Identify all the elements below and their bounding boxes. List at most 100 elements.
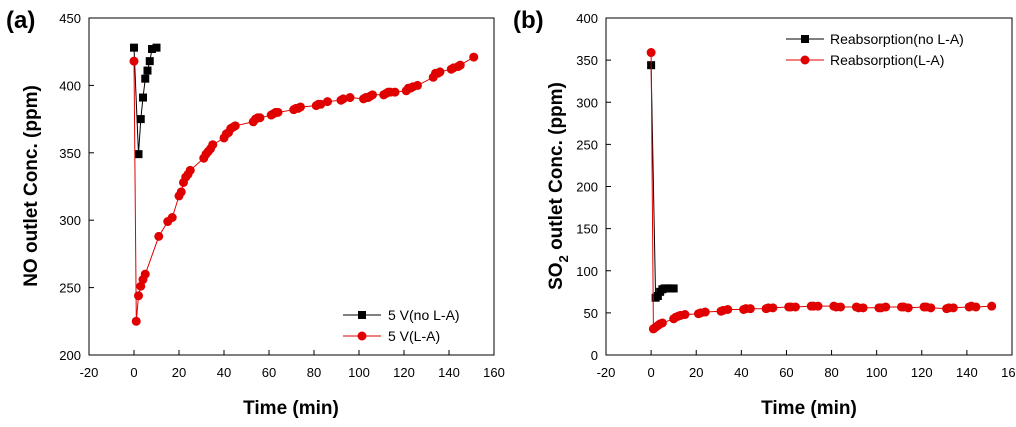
panel-a-series <box>129 43 479 326</box>
panel-a-frame <box>88 17 495 356</box>
legend-a-marker-no-la <box>358 311 366 319</box>
panel-a-x-ticks: -20 0 20 40 60 80 100 120 140 160 <box>80 350 505 380</box>
panel-b-point-la <box>680 310 690 320</box>
panel-a-point-la <box>129 56 139 66</box>
panel-a-legend: 5 V(no L-A) 5 V(L-A) <box>343 307 460 344</box>
legend-b-label-la: Reabsorption(L-A) <box>830 52 944 68</box>
legend-a-marker-la <box>357 331 367 341</box>
panel-b-point-la <box>971 302 981 312</box>
panel-b-y-axis-title-rest: outlet Conc. (ppm) <box>546 82 567 255</box>
panel-a-point-la <box>455 60 465 70</box>
panel-a-point-no-la <box>141 74 150 83</box>
panel-b-y-axis-title: SO2 outlet Conc. (ppm) <box>546 82 571 290</box>
panel-b-y-tick-label: 200 <box>576 180 598 195</box>
panel-a-x-tick-label: 160 <box>483 365 505 380</box>
panel-b-y-tick-label: 50 <box>584 306 598 321</box>
panel-a-point-no-la <box>130 43 138 52</box>
panel-b-point-la <box>646 48 656 58</box>
panel-a-y-ticks: 200 250 300 350 400 450 <box>59 11 94 363</box>
panel-b-x-tick-label: 60 <box>779 365 793 380</box>
panel-a-point-no-la <box>145 57 154 66</box>
panel-b-point-la <box>657 318 667 328</box>
panel-b-y-tick-label: 300 <box>576 95 598 110</box>
panel-a-y-tick-label: 350 <box>59 146 81 161</box>
panel-a: (a) -20 0 20 40 60 80 100 120 140 160 200 250 300 35… <box>6 7 505 419</box>
panel-b-y-tick-label: 350 <box>576 53 598 68</box>
panel-a-series-line-1 <box>133 56 475 322</box>
panel-a-y-tick-label: 250 <box>59 281 81 296</box>
panel-b-x-tick-label: 0 <box>647 365 654 380</box>
legend-b-marker-la <box>800 55 810 65</box>
panel-b-y-ticks: 0 50 100 150 200 250 300 350 400 <box>576 11 611 363</box>
panel-a-x-tick-label: 120 <box>393 365 415 380</box>
panel-b-y-tick-label: 250 <box>576 137 598 152</box>
panel-a-point-la <box>345 93 355 103</box>
panel-a-point-la <box>469 52 479 62</box>
panel-a-point-la <box>316 99 326 109</box>
panel-b-y-tick-label: 150 <box>576 222 598 237</box>
panel-b-y-axis-title-main: SO <box>546 262 567 289</box>
panel-a-point-la <box>131 316 141 326</box>
panel-b-x-ticks: -20 0 20 40 60 80 100 120 140 160 <box>597 350 1016 380</box>
panel-b-point-la <box>790 302 800 312</box>
panel-b-point-la <box>881 302 891 312</box>
panel-a-point-la <box>154 231 164 241</box>
legend-a-label-no-la: 5 V(no L-A) <box>388 307 460 323</box>
panel-a-point-la <box>176 187 186 197</box>
panel-a-label: (a) <box>6 7 35 34</box>
legend-a-label-la: 5 V(L-A) <box>388 328 440 344</box>
panel-b-x-tick-label: -20 <box>597 365 616 380</box>
panel-a-x-tick-label: 60 <box>262 365 276 380</box>
panel-b-y-tick-label: 400 <box>576 11 598 26</box>
panel-b-x-tick-label: 80 <box>824 365 838 380</box>
panel-b-x-tick-label: 140 <box>956 365 978 380</box>
panel-a-point-la <box>230 121 240 131</box>
panel-a-y-tick-label: 300 <box>59 213 81 228</box>
panel-a-x-tick-label: 80 <box>307 365 321 380</box>
panel-b-point-la <box>948 303 958 313</box>
panel-b-y-axis-title-sub: 2 <box>556 255 571 262</box>
panel-a-point-la <box>185 165 195 175</box>
panel-a-point-no-la <box>152 43 161 52</box>
panel-b-x-tick-label: 160 <box>1001 365 1016 380</box>
panel-b-series <box>646 48 997 334</box>
panel-a-point-la <box>368 90 377 100</box>
panel-a-point-no-la <box>136 115 145 124</box>
panel-a-x-axis-title: Time (min) <box>243 398 339 419</box>
panel-a-y-tick-label: 200 <box>59 348 81 363</box>
panel-b-point-no-la <box>653 292 662 301</box>
panel-b-point-la <box>858 303 868 313</box>
panel-a-point-no-la <box>143 66 152 75</box>
panel-b-series-line-1 <box>650 52 992 330</box>
panel-a-point-la <box>255 113 265 123</box>
panel-a-point-la <box>208 140 218 150</box>
legend-b-marker-no-la <box>801 35 809 43</box>
panel-b-series-line-0 <box>650 65 674 299</box>
panel-a-y-tick-label: 450 <box>59 11 81 26</box>
panel-b-point-la <box>745 304 755 314</box>
panel-a-y-axis-title: NO outlet Conc. (ppm) <box>21 85 42 287</box>
panel-b-point-la <box>723 305 733 315</box>
panel-b-point-la <box>926 303 936 313</box>
panel-b-point-la <box>836 302 846 312</box>
panel-a-point-no-la <box>148 45 156 54</box>
panel-b-point-la <box>813 301 823 311</box>
panel-a-point-la <box>435 67 445 77</box>
panel-b-point-la <box>700 307 710 317</box>
panel-b-point-la <box>768 303 778 313</box>
panel-b-label: (b) <box>513 7 544 34</box>
panel-b-legend: Reabsorption(no L-A) Reabsorption(L-A) <box>786 31 964 68</box>
panel-b-y-tick-label: 100 <box>576 264 598 279</box>
panel-a-point-la <box>390 87 400 97</box>
panel-b-x-tick-label: 120 <box>911 365 933 380</box>
panel-a-x-tick-label: 0 <box>130 365 137 380</box>
panel-a-x-tick-label: 40 <box>217 365 231 380</box>
panel-a-point-no-la <box>139 93 147 102</box>
panel-b-x-axis-title: Time (min) <box>761 398 857 419</box>
panel-a-point-la <box>167 213 177 223</box>
panel-a-point-la <box>273 107 283 117</box>
panel-a-x-tick-label: 100 <box>348 365 370 380</box>
legend-b-label-no-la: Reabsorption(no L-A) <box>830 31 964 47</box>
panel-a-point-la <box>140 269 150 279</box>
